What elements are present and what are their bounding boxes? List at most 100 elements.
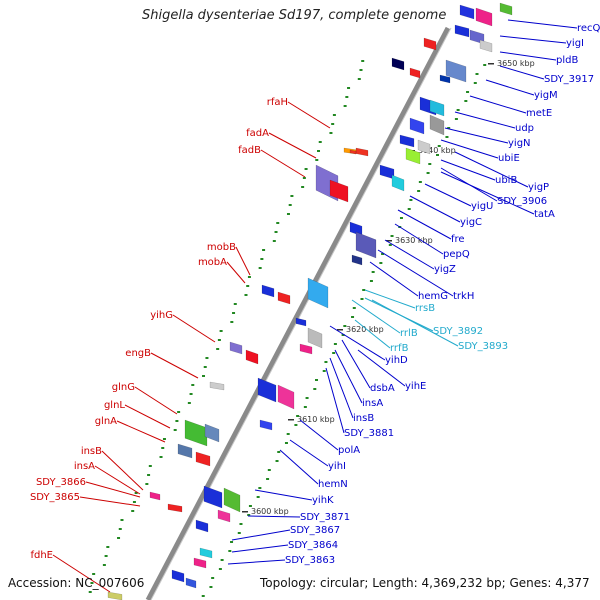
gene-label-left[interactable]: rfaH — [267, 97, 288, 108]
gene-feature[interactable] — [355, 231, 377, 259]
gene-feature[interactable] — [391, 174, 405, 192]
gene-label-right[interactable]: yigZ — [434, 264, 456, 275]
gene-feature[interactable] — [259, 419, 273, 431]
gene-label-right[interactable]: fre — [451, 234, 465, 245]
gene-label-right[interactable]: hemG — [418, 291, 448, 302]
gene-feature[interactable] — [203, 485, 223, 509]
gene-feature[interactable] — [177, 443, 193, 459]
gene-label-left[interactable]: SDY_3865 — [30, 492, 80, 503]
gene-feature[interactable] — [277, 291, 291, 305]
gene-feature[interactable] — [184, 419, 208, 447]
gene-label-right[interactable]: yigI — [566, 38, 584, 49]
gene-label-right[interactable]: SDY_3917 — [544, 74, 594, 85]
gene-label-right[interactable]: polA — [338, 445, 360, 456]
gene-label-left[interactable]: mobB — [207, 242, 236, 253]
gene-feature[interactable] — [195, 519, 209, 533]
gene-feature[interactable] — [295, 317, 307, 327]
gene-label-left[interactable]: SDY_3866 — [36, 477, 86, 488]
gene-feature[interactable] — [439, 74, 451, 84]
gene-feature[interactable] — [261, 284, 275, 298]
gene-feature[interactable] — [429, 114, 445, 136]
gene-label-right[interactable]: SDY_3863 — [285, 555, 335, 566]
gene-feature[interactable] — [229, 341, 243, 355]
gene-label-right[interactable]: pepQ — [443, 249, 470, 260]
gene-label-right[interactable]: yihI — [328, 461, 346, 472]
gene-label-right[interactable]: SDY_3906 — [497, 196, 547, 207]
gene-label-left[interactable]: fadA — [246, 128, 269, 139]
gene-label-right[interactable]: SDY_3864 — [288, 540, 338, 551]
gene-feature[interactable] — [193, 557, 207, 569]
gene-feature[interactable] — [351, 254, 363, 266]
gene-label-right[interactable]: insA — [362, 398, 383, 409]
gene-feature[interactable] — [299, 343, 313, 355]
gene-label-right[interactable]: yigP — [528, 182, 549, 193]
gene-label-right[interactable]: SDY_3867 — [290, 525, 340, 536]
gene-feature[interactable] — [391, 57, 405, 71]
gene-feature[interactable] — [199, 547, 213, 559]
gene-feature[interactable] — [445, 59, 467, 83]
gene-feature[interactable] — [459, 4, 475, 20]
gene-feature[interactable] — [475, 7, 493, 27]
gene-feature[interactable] — [204, 423, 220, 443]
gene-feature[interactable] — [185, 577, 197, 589]
gene-label-right[interactable]: SDY_3871 — [300, 512, 350, 523]
rna-label[interactable]: rrlB — [400, 328, 418, 339]
gene-feature[interactable] — [245, 349, 259, 365]
gene-label-right[interactable]: dsbA — [370, 383, 395, 394]
gene-label-left[interactable]: insA — [74, 461, 95, 472]
gene-feature[interactable] — [257, 377, 277, 403]
gene-label-right[interactable]: insB — [353, 413, 374, 424]
gene-label-right[interactable]: tatA — [534, 209, 555, 220]
gene-label-right[interactable]: hemN — [318, 479, 348, 490]
gene-feature[interactable] — [171, 569, 185, 583]
gene-label-right[interactable]: yigM — [534, 90, 558, 101]
gene-feature[interactable] — [499, 2, 513, 16]
gene-label-left[interactable]: glnA — [95, 416, 117, 427]
gene-label-left[interactable]: engB — [125, 348, 151, 359]
gene-label-right[interactable]: yihK — [312, 495, 334, 506]
gene-label-left[interactable]: fadB — [238, 145, 261, 156]
gene-feature[interactable] — [307, 277, 329, 309]
gene-label-right[interactable]: ubiE — [498, 153, 520, 164]
gene-label-left[interactable]: glnG — [112, 382, 135, 393]
gene-feature[interactable] — [405, 147, 421, 165]
gene-label-right[interactable]: yigU — [471, 201, 493, 212]
gene-feature[interactable] — [209, 381, 225, 391]
gene-label-right[interactable]: yigN — [508, 138, 531, 149]
gene-label-right[interactable]: SDY_3881 — [344, 428, 394, 439]
gene-feature[interactable] — [277, 384, 295, 410]
gene-feature[interactable] — [217, 509, 231, 523]
gene-label-left[interactable]: insB — [81, 446, 102, 457]
gene-label-right[interactable]: ubiB — [495, 175, 517, 186]
gene-feature[interactable] — [329, 179, 349, 203]
rna-label[interactable]: rrsB — [415, 303, 435, 314]
gene-feature[interactable] — [107, 591, 123, 600]
gene-feature[interactable] — [349, 149, 357, 155]
gene-feature[interactable] — [409, 117, 425, 135]
gene-label-right[interactable]: metE — [526, 108, 552, 119]
gene-label-right[interactable]: trkH — [453, 291, 474, 302]
gene-label-left[interactable]: yihG — [150, 310, 173, 321]
gene-feature[interactable] — [409, 67, 421, 79]
gene-feature[interactable] — [429, 99, 445, 117]
gene-label-left[interactable]: mobA — [198, 257, 227, 268]
gene-label-left[interactable]: fdhE — [30, 550, 53, 561]
gene-label-right[interactable]: udp — [515, 123, 534, 134]
rna-label[interactable]: SDY_3893 — [458, 341, 508, 352]
gene-label-left[interactable]: glnL — [104, 400, 125, 411]
gene-label-right[interactable]: yigC — [460, 217, 482, 228]
gene-feature[interactable] — [399, 134, 415, 148]
gene-label-right[interactable]: recQ — [577, 23, 600, 34]
gene-label-right[interactable]: pldB — [556, 55, 578, 66]
gene-feature[interactable] — [223, 487, 241, 513]
rna-label[interactable]: rrfB — [390, 343, 409, 354]
gene-feature[interactable] — [149, 491, 161, 501]
gene-label-right[interactable]: yihD — [385, 355, 408, 366]
gene-label-right[interactable]: yihE — [405, 381, 426, 392]
gene-feature[interactable] — [355, 147, 369, 157]
rna-label[interactable]: SDY_3892 — [433, 326, 483, 337]
gene-feature[interactable] — [195, 451, 211, 467]
gene-feature[interactable] — [479, 39, 493, 53]
gene-feature[interactable] — [454, 24, 470, 38]
